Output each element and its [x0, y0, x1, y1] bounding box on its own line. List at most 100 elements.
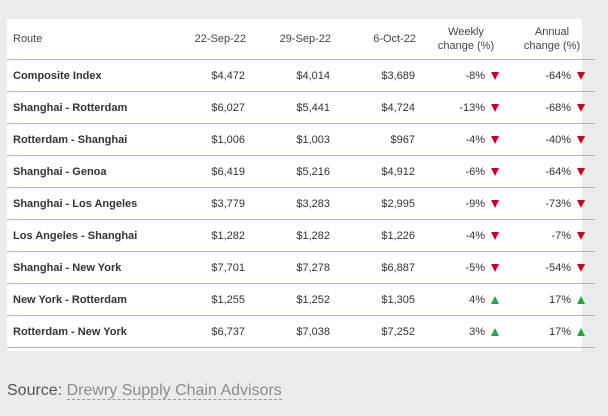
rate-22-sep: $4,472	[168, 59, 253, 92]
header-annual-change: Annual change (%)	[509, 19, 595, 60]
header-annual-line2: change (%)	[523, 40, 581, 52]
rate-22-sep: $3,779	[168, 187, 253, 220]
rate-29-sep: $1,282	[253, 219, 338, 252]
header-weekly-line2: change (%)	[437, 40, 495, 52]
rate-6-oct: $967	[338, 123, 423, 156]
triangle-down-icon	[577, 231, 585, 240]
triangle-down-icon	[491, 71, 499, 80]
header-route: Route	[7, 19, 168, 60]
route-name: Rotterdam - Shanghai	[7, 123, 168, 156]
rate-29-sep: $1,003	[253, 123, 338, 156]
route-name: Rotterdam - New York	[7, 315, 168, 348]
rate-6-oct: $7,252	[338, 315, 423, 348]
annual-change-value: -64%	[545, 69, 571, 82]
weekly-change-cell: -6%	[423, 155, 509, 188]
weekly-change-cell: -4%	[423, 219, 509, 252]
annual-change-value: -40%	[545, 133, 571, 146]
route-name: Shanghai - New York	[7, 251, 168, 284]
route-name: New York - Rotterdam	[7, 283, 168, 316]
triangle-down-icon	[491, 103, 499, 112]
table-row: Shanghai - New York $7,701 $7,278 $6,887 -5%…	[7, 251, 595, 284]
weekly-change-value: -13%	[459, 101, 485, 114]
triangle-down-icon	[491, 135, 499, 144]
triangle-up-icon	[577, 295, 585, 304]
weekly-change-value: -5%	[465, 261, 485, 274]
rate-6-oct: $4,724	[338, 91, 423, 124]
triangle-down-icon	[577, 263, 585, 272]
triangle-down-icon	[491, 263, 499, 272]
table-row: Los Angeles - Shanghai $1,282 $1,282 $1,226…	[7, 219, 595, 252]
table-row: Shanghai - Rotterdam $6,027 $5,441 $4,724 -1…	[7, 91, 595, 124]
annual-change-value: -64%	[545, 165, 571, 178]
annual-change-cell: -64%	[509, 155, 595, 188]
rate-29-sep: $7,038	[253, 315, 338, 348]
triangle-down-icon	[491, 167, 499, 176]
triangle-down-icon	[577, 103, 585, 112]
route-name: Shanghai - Los Angeles	[7, 187, 168, 220]
annual-change-value: -54%	[545, 261, 571, 274]
annual-change-cell: -64%	[509, 59, 595, 92]
weekly-change-value: 4%	[469, 293, 485, 306]
rate-22-sep: $1,282	[168, 219, 253, 252]
route-name: Los Angeles - Shanghai	[7, 219, 168, 252]
table-header-row: Route 22-Sep-22 29-Sep-22 6-Oct-22 Weekl…	[7, 19, 595, 60]
header-29-sep: 29-Sep-22	[253, 19, 338, 60]
weekly-change-cell: -5%	[423, 251, 509, 284]
weekly-change-value: -9%	[465, 197, 485, 210]
table-row: New York - Rotterdam $1,255 $1,252 $1,305 4%…	[7, 283, 595, 316]
rate-29-sep: $5,216	[253, 155, 338, 188]
weekly-change-value: -4%	[465, 229, 485, 242]
rates-table-card: Route 22-Sep-22 29-Sep-22 6-Oct-22 Weekl…	[7, 19, 595, 351]
rate-29-sep: $3,283	[253, 187, 338, 220]
weekly-change-cell: -8%	[423, 59, 509, 92]
header-weekly-change: Weekly change (%)	[423, 19, 509, 60]
weekly-change-value: -8%	[465, 69, 485, 82]
annual-change-value: 17%	[548, 293, 571, 306]
annual-change-value: -73%	[545, 197, 571, 210]
route-name: Composite Index	[7, 59, 168, 92]
rate-22-sep: $6,027	[168, 91, 253, 124]
annual-change-cell: 17%	[509, 283, 595, 316]
annual-change-cell: -73%	[509, 187, 595, 220]
weekly-change-value: 3%	[469, 325, 485, 338]
triangle-down-icon	[577, 71, 585, 80]
rate-29-sep: $4,014	[253, 59, 338, 92]
rate-22-sep: $7,701	[168, 251, 253, 284]
triangle-down-icon	[577, 135, 585, 144]
route-name: Shanghai - Rotterdam	[7, 91, 168, 124]
rate-6-oct: $1,226	[338, 219, 423, 252]
triangle-down-icon	[491, 199, 499, 208]
weekly-change-cell: -13%	[423, 91, 509, 124]
rate-29-sep: $1,252	[253, 283, 338, 316]
annual-change-value: -7%	[551, 229, 571, 242]
weekly-change-cell: -9%	[423, 187, 509, 220]
annual-change-cell: 17%	[509, 315, 595, 348]
table-body: Composite Index $4,472 $4,014 $3,689 -8% -64%…	[7, 59, 595, 348]
table-row: Rotterdam - New York $6,737 $7,038 $7,252 3%…	[7, 315, 595, 348]
weekly-change-cell: 4%	[423, 283, 509, 316]
rate-22-sep: $1,006	[168, 123, 253, 156]
triangle-down-icon	[577, 167, 585, 176]
rate-6-oct: $6,887	[338, 251, 423, 284]
weekly-change-value: -4%	[465, 133, 485, 146]
triangle-up-icon	[577, 327, 585, 336]
triangle-up-icon	[491, 295, 499, 304]
weekly-change-cell: -4%	[423, 123, 509, 156]
rate-22-sep: $6,737	[168, 315, 253, 348]
rate-29-sep: $7,278	[253, 251, 338, 284]
triangle-down-icon	[491, 231, 499, 240]
weekly-change-value: -6%	[465, 165, 485, 178]
rate-22-sep: $1,255	[168, 283, 253, 316]
weekly-change-cell: 3%	[423, 315, 509, 348]
table-row: Shanghai - Los Angeles $3,779 $3,283 $2,995…	[7, 187, 595, 220]
route-name: Shanghai - Genoa	[7, 155, 168, 188]
header-weekly-line1: Weekly	[448, 26, 484, 38]
rate-6-oct: $2,995	[338, 187, 423, 220]
freight-rates-table: Route 22-Sep-22 29-Sep-22 6-Oct-22 Weekl…	[7, 19, 595, 348]
annual-change-cell: -54%	[509, 251, 595, 284]
rate-6-oct: $3,689	[338, 59, 423, 92]
rate-22-sep: $6,419	[168, 155, 253, 188]
rate-6-oct: $1,305	[338, 283, 423, 316]
source-link[interactable]: Drewry Supply Chain Advisors	[66, 382, 282, 400]
header-6-oct: 6-Oct-22	[338, 19, 423, 60]
